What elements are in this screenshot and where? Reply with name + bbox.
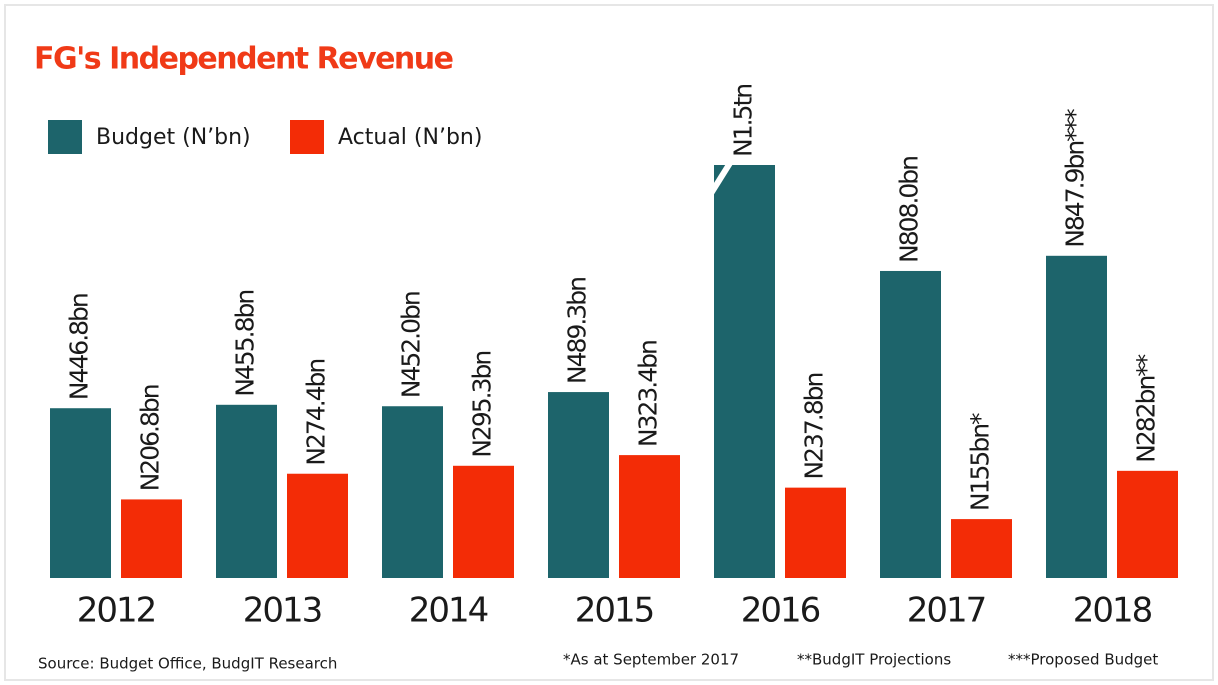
value-label: N489.3bn — [563, 278, 592, 384]
bar — [382, 406, 443, 578]
x-tick-label: 2014 — [409, 591, 488, 631]
value-label: N847.9bn*** — [1061, 109, 1090, 248]
footnote: **BudgIT Projections — [797, 651, 951, 669]
value-label: N446.8bn — [65, 294, 94, 400]
value-label: N452.0bn — [397, 292, 426, 398]
bar — [121, 499, 182, 578]
value-label: N455.8bn — [231, 291, 260, 397]
value-label: N323.4bn — [634, 341, 663, 447]
x-tick-label: 2012 — [77, 591, 156, 631]
value-label: N1.5tn — [729, 85, 758, 157]
bar — [785, 487, 846, 578]
panel — [4, 4, 1214, 681]
axis-break — [707, 161, 733, 197]
bar — [50, 408, 111, 578]
x-tick-label: 2013 — [243, 591, 322, 631]
value-label: N155bn* — [966, 413, 995, 511]
value-label: N237.8bn — [800, 373, 829, 479]
value-label: N282bn** — [1132, 354, 1161, 463]
value-label: N206.8bn — [136, 385, 165, 491]
legend-swatch — [48, 120, 82, 154]
x-tick-label: 2018 — [1073, 591, 1152, 631]
value-label: N295.3bn — [468, 352, 497, 458]
bar — [1117, 470, 1178, 578]
value-label: N808.0bn — [895, 157, 924, 263]
bar — [287, 473, 348, 578]
footnote: *As at September 2017 — [563, 651, 739, 669]
value-label: N274.4bn — [302, 360, 331, 466]
x-tick-label: 2017 — [907, 591, 986, 631]
bar — [453, 465, 514, 578]
bar — [714, 165, 775, 578]
bar — [619, 455, 680, 578]
bar — [216, 404, 277, 578]
bar — [548, 392, 609, 578]
x-tick-label: 2016 — [741, 591, 820, 631]
legend-swatch — [290, 120, 324, 154]
bar — [1046, 255, 1107, 578]
x-tick-label: 2015 — [575, 591, 654, 631]
source: Source: Budget Office, BudgIT Research — [38, 655, 337, 673]
chart-title: FG's Independent Revenue — [34, 42, 453, 77]
bar — [951, 519, 1012, 578]
footnote: ***Proposed Budget — [1008, 651, 1158, 669]
legend-label: Actual (N’bn) — [338, 125, 482, 150]
legend-label: Budget (N’bn) — [96, 125, 251, 150]
bar — [880, 270, 941, 578]
